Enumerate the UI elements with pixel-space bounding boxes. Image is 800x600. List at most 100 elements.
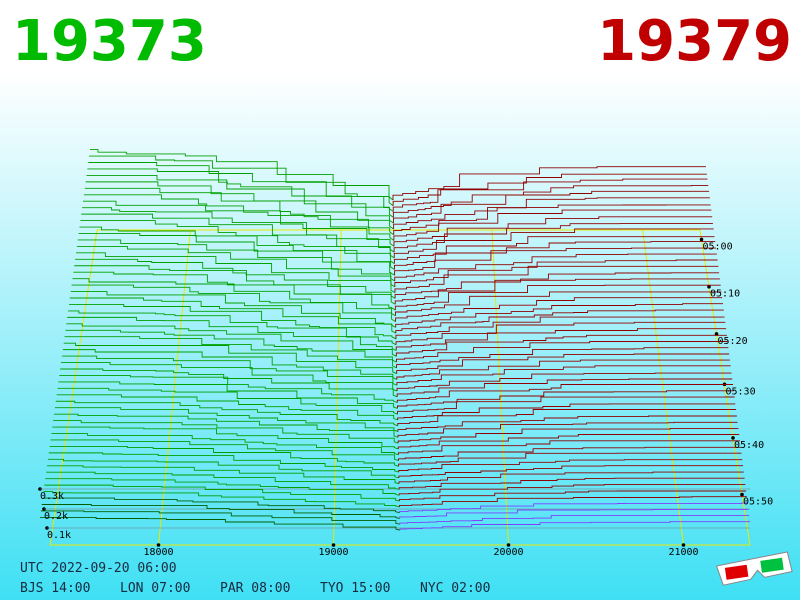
bid-depth-curve — [61, 355, 398, 386]
bid-depth-curve — [42, 497, 400, 514]
ask-depth-curve — [394, 247, 716, 276]
ask-depth-curve — [393, 228, 714, 258]
ask-depth-curve — [396, 353, 730, 374]
ask-depth-curve — [396, 347, 729, 368]
time-tick — [699, 237, 704, 242]
bid-depth-curve — [53, 420, 399, 444]
ask-depth-curve — [398, 477, 745, 490]
ask-depth-curve — [399, 514, 750, 525]
time-label: 05:20 — [718, 336, 748, 347]
bid-depth-curve — [66, 323, 397, 357]
bid-depth-curve — [85, 181, 394, 230]
3d-glasses-button[interactable] — [715, 551, 793, 586]
world-clocks: BJS 14:00 LON 07:00 PAR 08:00 TYO 15:00 NYC … — [20, 581, 490, 596]
bid-depth-curve — [83, 194, 395, 241]
bid-depth-curve — [64, 336, 397, 369]
bid-depth-curve — [47, 458, 400, 479]
bid-depth-curve — [55, 400, 398, 427]
ask-depth-curve — [397, 421, 738, 438]
glasses-green-lens — [760, 557, 784, 573]
bid-depth-curve — [80, 220, 395, 265]
bid-price: 19373 — [12, 9, 207, 74]
ask-depth-curve — [399, 502, 748, 513]
ask-depth-curve — [395, 297, 723, 322]
bid-depth-curve — [40, 510, 400, 525]
ask-depth-curve — [392, 178, 708, 212]
zone-time: BJS 14:00 — [20, 581, 90, 596]
axis-labels: 18000 19000 20000 21000 05:00 05:10 05:20 05:30… — [40, 241, 773, 558]
ask-depth-curve — [393, 236, 715, 264]
ask-depth-curve — [393, 190, 710, 224]
ask-depth-curve — [392, 184, 709, 218]
price-label: 19000 — [318, 547, 348, 558]
price-label: 18000 — [143, 547, 173, 558]
ask-depth-curve — [396, 384, 733, 403]
zone-time: TYO 15:00 — [320, 581, 390, 596]
ask-depth-curve — [393, 216, 713, 247]
ask-depth-curve — [399, 508, 749, 519]
ask-depth-curve — [398, 465, 744, 478]
ask-depth-curve — [394, 259, 718, 287]
ask-depth-curve — [395, 328, 727, 351]
ask-depth-curve — [397, 440, 740, 455]
bid-depth-curve — [54, 413, 399, 438]
bid-depth-curve — [72, 278, 396, 317]
ask-depth-curve — [397, 434, 740, 449]
ask-depth-curve — [393, 204, 711, 235]
bid-depth-curve — [76, 245, 396, 288]
ask-depth-curve — [394, 272, 720, 299]
bid-depth-curve — [41, 504, 400, 519]
depth-lines — [40, 149, 750, 531]
ask-depth-curve — [394, 241, 716, 270]
volume-label: 0.2k — [44, 511, 68, 522]
ask-depth-curve — [398, 446, 741, 461]
ask-depth-curve — [396, 359, 730, 380]
ask-depth-curve — [398, 452, 742, 467]
price-grid-line — [642, 229, 684, 546]
time-tick — [731, 436, 735, 440]
time-label: 05:00 — [703, 241, 733, 252]
price-tick — [331, 543, 336, 547]
ask-depth-curve — [397, 409, 737, 426]
ask-depth-curve — [397, 427, 739, 444]
time-label: 05:50 — [743, 497, 773, 508]
ask-depth-curve — [398, 490, 747, 502]
bid-depth-curve — [74, 265, 396, 305]
ask-depth-curve — [396, 378, 733, 397]
bid-depth-curve — [57, 387, 398, 415]
bid-depth-curve — [51, 433, 399, 456]
zone-time: PAR 08:00 — [220, 581, 290, 596]
bid-depth-curve — [52, 426, 399, 450]
bid-depth-curve — [62, 349, 397, 380]
ask-depth-curve — [395, 303, 723, 328]
ask-depth-curve — [394, 278, 720, 305]
time-label: 05:30 — [726, 386, 756, 397]
bid-depth-curve — [60, 368, 398, 398]
glasses-red-lens — [724, 564, 749, 580]
ask-depth-curve — [397, 396, 735, 415]
ask-depth-curve — [395, 291, 722, 316]
ask-depth-curve — [395, 309, 724, 334]
time-tick — [740, 492, 744, 497]
bid-depth-curve — [81, 213, 395, 259]
time-tick — [707, 284, 711, 289]
bid-depth-curve — [43, 491, 400, 508]
ask-depth-curve — [395, 321, 726, 345]
bid-depth-curve — [46, 471, 400, 490]
ask-price: 19379 — [597, 9, 792, 74]
price-grid-line — [333, 229, 342, 546]
bid-depth-curve — [54, 407, 399, 433]
bid-depth-curve — [56, 394, 398, 421]
bid-depth-curve — [63, 342, 397, 375]
zone-time: LON 07:00 — [120, 581, 190, 596]
ask-depth-curve — [398, 471, 744, 484]
zone-time: NYC 02:00 — [420, 581, 490, 596]
ask-depth-curve — [394, 265, 719, 293]
bid-depth-curve — [90, 149, 394, 201]
bid-depth-curve — [40, 516, 401, 531]
ask-depth-curve — [398, 483, 746, 496]
volume-label: 0.1k — [47, 530, 71, 541]
bid-depth-curve — [47, 465, 400, 485]
